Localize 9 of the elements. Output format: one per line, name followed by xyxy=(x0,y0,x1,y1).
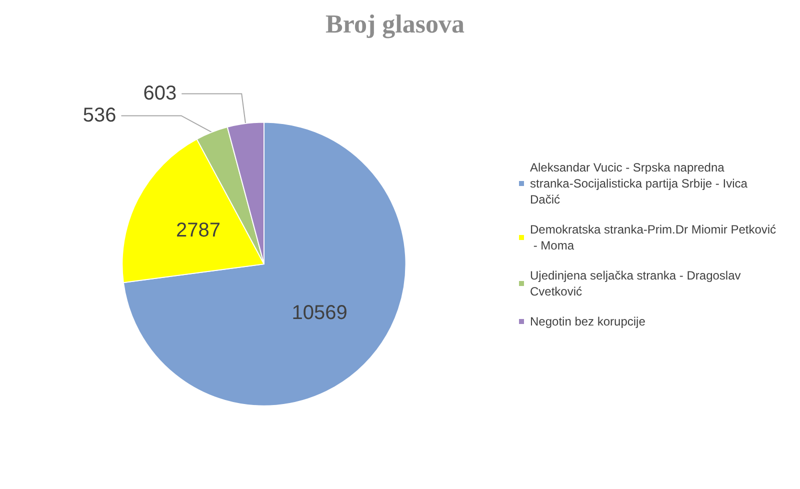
data-label: 2787 xyxy=(176,219,220,242)
legend-label: Demokratska stranka-Prim.Dr Miomir Petković - Moma xyxy=(530,222,776,252)
legend-label: Ujedinjena seljačka stranka - Dragoslav Cvetković xyxy=(530,268,744,298)
data-label: 10569 xyxy=(292,302,348,324)
data-label: 536 xyxy=(82,104,116,127)
legend-label: Aleksandar Vucic - Srpska napredna stranka-Socijalisticka partija Srbije - Ivica Dačić xyxy=(530,160,751,206)
data-label: 603 xyxy=(143,82,177,105)
chart-title: Broj glasova xyxy=(326,10,464,38)
legend-label: Negotin bez korupcije xyxy=(530,314,646,328)
